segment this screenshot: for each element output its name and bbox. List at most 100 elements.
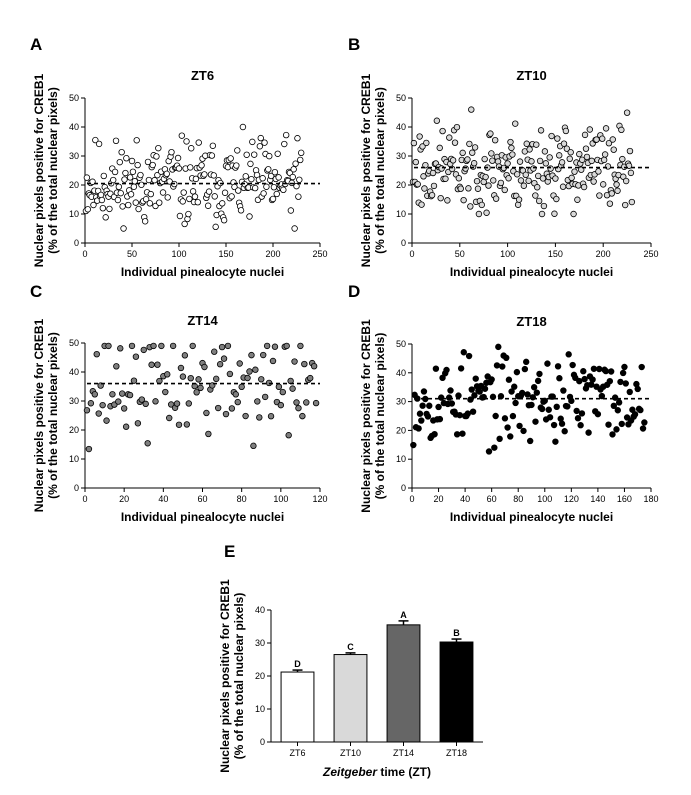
- data-point: [120, 405, 128, 412]
- data-point: [275, 174, 282, 181]
- data-point: [444, 197, 451, 204]
- data-point: [274, 150, 281, 157]
- data-point: [154, 361, 161, 368]
- data-point: [189, 188, 197, 195]
- data-point: [119, 390, 126, 397]
- data-point: [111, 168, 119, 176]
- data-point: [259, 175, 266, 182]
- data-point: [410, 139, 418, 147]
- data-point: [619, 155, 626, 163]
- data-point: [453, 123, 461, 131]
- data-point: [505, 376, 513, 383]
- data-point: [594, 410, 602, 418]
- data-point: [195, 376, 202, 383]
- data-point: [448, 400, 456, 407]
- data-point: [552, 175, 559, 182]
- data-point: [121, 176, 128, 183]
- y-tick-label: 50: [69, 93, 79, 103]
- data-point: [515, 196, 523, 203]
- data-point: [553, 403, 560, 411]
- data-point: [192, 175, 200, 183]
- data-point: [179, 198, 186, 205]
- data-point: [487, 130, 494, 137]
- x-tick-label: 80: [237, 494, 247, 504]
- data-point: [118, 148, 125, 156]
- data-point: [588, 157, 595, 165]
- data-point: [134, 161, 141, 169]
- data-point: [205, 188, 213, 195]
- data-point: [198, 162, 205, 169]
- x-tick-label: 120: [312, 494, 327, 504]
- x-tick-label: 50: [455, 249, 465, 259]
- data-point: [301, 360, 308, 368]
- data-point: [237, 207, 245, 214]
- data-point: [87, 400, 95, 407]
- y-tick-label: 30: [69, 396, 79, 406]
- chart-title: ZT6: [191, 68, 214, 83]
- y-axis-title-line2: (% of the total nuclear pixels): [46, 332, 60, 499]
- data-point: [455, 175, 463, 182]
- data-point: [437, 194, 444, 202]
- data-point: [423, 139, 430, 147]
- data-point: [460, 196, 467, 204]
- data-point: [130, 183, 138, 190]
- data-point: [126, 174, 134, 181]
- data-point: [481, 385, 489, 392]
- y-tick-label: 0: [74, 483, 79, 493]
- data-point: [183, 138, 190, 145]
- data-point: [443, 366, 450, 374]
- data-point: [109, 391, 116, 398]
- data-point: [265, 166, 272, 173]
- data-point: [177, 364, 185, 372]
- data-point: [204, 202, 212, 209]
- data-point: [439, 127, 446, 135]
- data-point: [522, 171, 529, 179]
- data-point: [426, 402, 433, 409]
- data-point: [248, 175, 255, 183]
- data-point: [609, 136, 616, 143]
- data-point: [296, 176, 303, 183]
- data-point: [544, 360, 551, 367]
- data-point: [503, 354, 510, 362]
- x-axis-title: Zeitgeber time (ZT): [322, 765, 431, 779]
- data-point: [209, 142, 217, 149]
- data-point: [604, 163, 612, 170]
- data-point: [275, 383, 283, 391]
- data-point: [181, 352, 189, 359]
- y-tick-label: 10: [396, 209, 406, 219]
- data-point: [472, 375, 479, 382]
- data-point: [598, 392, 606, 400]
- data-point: [115, 398, 122, 405]
- data-point: [270, 183, 278, 191]
- data-point: [432, 365, 440, 372]
- data-point: [303, 399, 310, 406]
- data-point: [507, 138, 514, 146]
- bar-zt18: [439, 641, 474, 743]
- data-point: [613, 426, 620, 433]
- data-point: [609, 431, 616, 438]
- data-point: [299, 412, 306, 420]
- data-point: [218, 343, 226, 351]
- data-point: [606, 200, 614, 207]
- data-point: [590, 365, 598, 372]
- data-point: [256, 143, 264, 150]
- data-point: [228, 193, 235, 200]
- data-point: [631, 411, 639, 418]
- data-point: [144, 158, 152, 166]
- data-point: [89, 178, 96, 185]
- data-point: [150, 342, 157, 350]
- data-point: [232, 391, 239, 398]
- data-point: [189, 342, 196, 350]
- data-point: [618, 126, 625, 134]
- data-point: [471, 392, 478, 399]
- data-point: [627, 169, 635, 177]
- y-tick-label: 30: [255, 638, 265, 648]
- data-point: [607, 368, 615, 375]
- data-point: [234, 398, 241, 406]
- data-point: [460, 349, 467, 356]
- x-tick-label: ZT10: [340, 748, 361, 758]
- data-point: [516, 422, 523, 430]
- data-point: [291, 225, 298, 232]
- data-point: [250, 442, 257, 450]
- data-point: [122, 423, 130, 430]
